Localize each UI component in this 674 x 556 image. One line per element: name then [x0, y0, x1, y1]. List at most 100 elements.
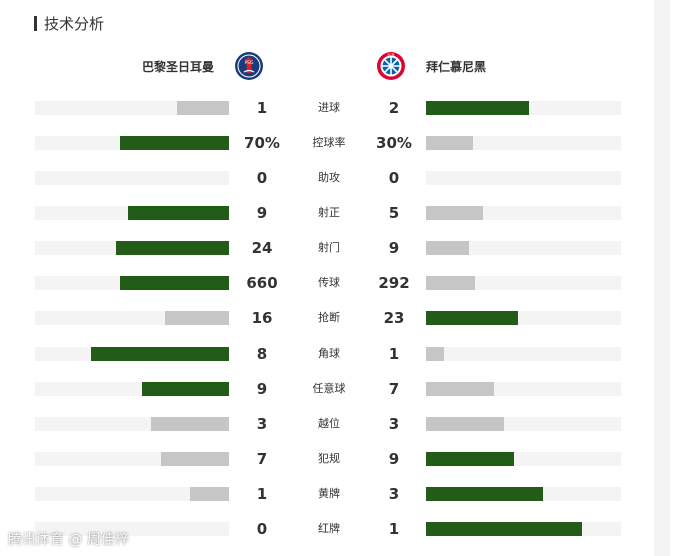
- stat-label: 任意球: [312, 382, 346, 395]
- away-stat-bar: [426, 276, 621, 290]
- home-stat-bar: [35, 311, 229, 325]
- stat-label: 射正: [318, 206, 340, 219]
- home-stat-value: 660: [246, 274, 278, 292]
- stat-row: 0 红牌 1: [0, 520, 674, 538]
- home-stat-value: 3: [256, 415, 268, 433]
- away-stat-bar: [426, 136, 621, 150]
- home-stat-fill: [161, 452, 229, 466]
- home-stat-bar: [35, 452, 229, 466]
- home-stat-fill: [116, 241, 229, 255]
- away-stat-fill: [426, 522, 582, 536]
- home-stat-value: 16: [251, 309, 273, 327]
- section-title: 技术分析: [44, 14, 105, 33]
- away-stat-fill: [426, 311, 518, 325]
- away-stat-value: 3: [388, 485, 400, 503]
- home-stat-fill: [151, 417, 229, 431]
- stat-label: 越位: [318, 417, 340, 430]
- home-stat-value: 8: [256, 345, 268, 363]
- scrollbar-thumb[interactable]: [654, 0, 670, 556]
- away-stat-fill: [426, 417, 504, 431]
- away-stat-bar: [426, 241, 621, 255]
- away-stat-bar: [426, 417, 621, 431]
- home-stat-fill: [128, 206, 229, 220]
- home-stat-value: 0: [256, 169, 268, 187]
- section-header: 技术分析: [34, 13, 104, 33]
- away-team-name[interactable]: 拜仁慕尼黑: [426, 59, 487, 74]
- away-stat-bar: [426, 452, 621, 466]
- bayern-crest-icon[interactable]: FCB: [376, 51, 406, 81]
- away-stat-value: 0: [388, 169, 400, 187]
- home-stat-bar: [35, 382, 229, 396]
- away-stat-fill: [426, 347, 444, 361]
- section-title-accent: [34, 15, 37, 31]
- home-stat-fill: [176, 101, 229, 115]
- home-stat-bar: [35, 206, 229, 220]
- away-stat-fill: [426, 276, 475, 290]
- home-stat-value: 70%: [244, 134, 280, 152]
- stat-label: 进球: [318, 101, 340, 114]
- home-stat-bar: [35, 241, 229, 255]
- stat-row: 0 助攻 0: [0, 169, 674, 187]
- away-stat-value: 2: [388, 99, 400, 117]
- away-stat-fill: [426, 382, 495, 396]
- svg-text:FCB: FCB: [387, 53, 395, 57]
- stat-row: 24 射门 9: [0, 239, 674, 257]
- away-stat-value: 7: [388, 380, 400, 398]
- home-stat-value: 9: [256, 204, 268, 222]
- stat-row: 1 进球 2: [0, 99, 674, 117]
- away-stat-value: 9: [388, 239, 400, 257]
- svg-text:PSG: PSG: [244, 60, 254, 66]
- stat-row: 3 越位 3: [0, 415, 674, 433]
- home-stat-bar: [35, 347, 229, 361]
- stat-label: 控球率: [312, 136, 346, 149]
- stat-label: 角球: [318, 347, 340, 360]
- away-stat-value: 30%: [376, 134, 412, 152]
- psg-crest-icon[interactable]: PSG: [234, 51, 264, 81]
- watermark: 腾讯体育 @ 周佳梓: [8, 532, 129, 548]
- home-stat-bar: [35, 417, 229, 431]
- home-team-name[interactable]: 巴黎圣日耳曼: [141, 59, 214, 74]
- home-stat-value: 1: [256, 485, 268, 503]
- away-stat-fill: [426, 487, 543, 501]
- home-stat-fill: [120, 136, 229, 150]
- home-stat-fill: [164, 311, 229, 325]
- away-stat-value: 5: [388, 204, 400, 222]
- stat-row: 70% 控球率 30%: [0, 134, 674, 152]
- away-stat-value: 1: [388, 520, 400, 538]
- stat-label: 抢断: [318, 311, 340, 324]
- away-stat-value: 292: [378, 274, 410, 292]
- home-stat-fill: [120, 276, 229, 290]
- stat-label: 射门: [318, 241, 340, 254]
- away-stat-fill: [426, 101, 530, 115]
- stat-row: 8 角球 1: [0, 345, 674, 363]
- home-stat-value: 1: [256, 99, 268, 117]
- scrollbar[interactable]: [654, 0, 670, 556]
- away-stat-bar: [426, 206, 621, 220]
- away-stat-bar: [426, 171, 621, 185]
- away-stat-bar: [426, 311, 621, 325]
- stat-label: 助攻: [318, 171, 340, 184]
- away-stat-value: 23: [383, 309, 405, 327]
- stat-row: 7 犯规 9: [0, 450, 674, 468]
- away-stat-fill: [426, 136, 473, 150]
- stat-label: 红牌: [318, 522, 340, 535]
- home-stat-bar: [35, 171, 229, 185]
- stat-row: 9 任意球 7: [0, 380, 674, 398]
- home-stat-fill: [190, 487, 229, 501]
- away-stat-value: 9: [388, 450, 400, 468]
- home-stat-value: 9: [256, 380, 268, 398]
- stat-row: 660 传球 292: [0, 274, 674, 292]
- home-stat-bar: [35, 101, 229, 115]
- away-stat-value: 1: [388, 345, 400, 363]
- stat-row: 16 抢断 23: [0, 309, 674, 327]
- away-stat-bar: [426, 347, 621, 361]
- stat-row: 9 射正 5: [0, 204, 674, 222]
- home-stat-fill: [141, 382, 229, 396]
- home-stat-value: 24: [251, 239, 273, 257]
- home-stat-bar: [35, 276, 229, 290]
- away-stat-value: 3: [388, 415, 400, 433]
- stat-row: 1 黄牌 3: [0, 485, 674, 503]
- stat-label: 犯规: [318, 452, 340, 465]
- away-stat-fill: [426, 241, 469, 255]
- home-stat-value: 0: [256, 520, 268, 538]
